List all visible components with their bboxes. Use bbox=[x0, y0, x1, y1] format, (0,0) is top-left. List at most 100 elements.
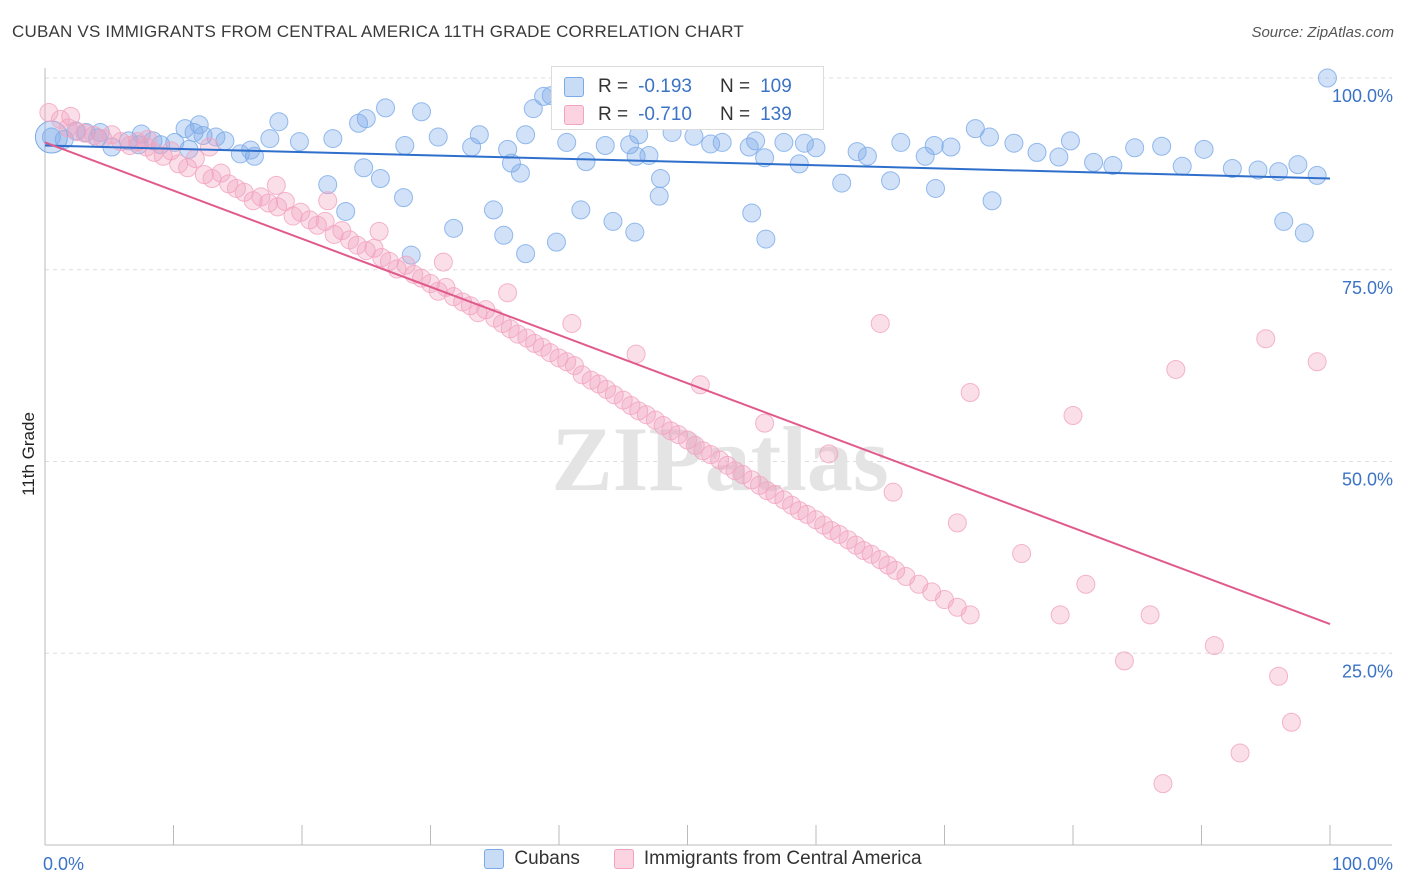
point-cuban bbox=[444, 218, 464, 238]
point-immigrant bbox=[251, 187, 271, 207]
point-immigrant bbox=[498, 283, 518, 303]
point-cuban bbox=[428, 127, 448, 147]
point-immigrant bbox=[266, 175, 286, 195]
point-immigrant bbox=[1063, 405, 1083, 425]
stats-n-value: 109 bbox=[760, 76, 792, 97]
y-tick-label: 50.0% bbox=[1342, 470, 1393, 490]
point-immigrant bbox=[1204, 636, 1224, 656]
point-cuban bbox=[1027, 142, 1047, 162]
point-cuban bbox=[395, 135, 415, 155]
point-cuban bbox=[1194, 139, 1214, 159]
stats-r-value: -0.193 bbox=[638, 76, 692, 97]
point-immigrant bbox=[604, 385, 624, 405]
point-immigrant bbox=[39, 103, 59, 123]
stats-r-value: -0.710 bbox=[638, 104, 692, 125]
point-immigrant bbox=[819, 444, 839, 464]
point-immigrant bbox=[1256, 329, 1276, 349]
point-immigrant bbox=[1230, 743, 1250, 763]
point-cuban bbox=[546, 232, 566, 252]
point-cuban bbox=[1060, 131, 1080, 151]
trend-line-immigrants bbox=[44, 141, 1331, 626]
point-cuban bbox=[982, 191, 1002, 211]
point-immigrant bbox=[138, 129, 158, 149]
point-immigrant bbox=[347, 235, 367, 255]
point-immigrant bbox=[211, 163, 231, 183]
legend-label: Cubans bbox=[514, 848, 580, 869]
point-immigrant bbox=[1114, 651, 1134, 671]
point-cuban bbox=[1294, 223, 1314, 243]
point-cuban bbox=[712, 132, 732, 152]
point-immigrant bbox=[275, 191, 295, 211]
source-label: Source: ZipAtlas.com bbox=[1251, 24, 1394, 41]
axes bbox=[44, 68, 1392, 846]
point-cuban bbox=[494, 225, 514, 245]
x-tick-label: 100.0% bbox=[1332, 854, 1393, 874]
point-cuban bbox=[1004, 133, 1024, 153]
point-cuban bbox=[756, 229, 776, 249]
point-cuban bbox=[370, 168, 390, 188]
point-cuban bbox=[941, 137, 961, 157]
point-immigrant bbox=[1012, 544, 1032, 564]
point-cuban bbox=[462, 137, 482, 157]
stats-swatch-blue bbox=[564, 77, 584, 97]
point-immigrant bbox=[669, 425, 689, 445]
point-cuban bbox=[857, 146, 877, 166]
legend-swatch-pink bbox=[613, 849, 634, 869]
point-cuban bbox=[289, 132, 309, 152]
point-cuban bbox=[965, 119, 985, 139]
point-cuban bbox=[651, 168, 671, 188]
point-immigrant bbox=[572, 365, 592, 385]
point-cuban bbox=[926, 178, 946, 198]
legend-label: Immigrants from Central America bbox=[643, 848, 922, 869]
point-immigrant bbox=[701, 445, 721, 465]
stats-r-label: R = bbox=[598, 104, 629, 125]
point-cuban bbox=[1152, 136, 1172, 156]
point-cuban bbox=[1103, 155, 1123, 175]
point-immigrant bbox=[1140, 605, 1160, 625]
point-immigrant bbox=[1076, 574, 1096, 594]
point-immigrant bbox=[318, 191, 338, 211]
legend-swatch-blue bbox=[484, 849, 505, 869]
point-cuban bbox=[1049, 147, 1069, 167]
point-cuban bbox=[1274, 211, 1294, 231]
stats-row-immigrants: R = -0.710 N = 139 bbox=[564, 101, 792, 129]
legend-item-cubans[interactable]: Cubans bbox=[484, 848, 580, 870]
point-immigrant bbox=[1166, 359, 1186, 379]
point-immigrant bbox=[960, 605, 980, 625]
point-immigrant bbox=[626, 344, 646, 364]
legend-item-immigrants[interactable]: Immigrants from Central America bbox=[613, 848, 922, 870]
point-cuban bbox=[847, 142, 867, 162]
point-cuban bbox=[189, 115, 209, 135]
y-tick-label: 75.0% bbox=[1342, 278, 1393, 298]
point-immigrant bbox=[886, 560, 906, 580]
point-cuban bbox=[1125, 138, 1145, 158]
point-cuban bbox=[269, 112, 289, 132]
watermark: ZIPatlas bbox=[551, 408, 888, 510]
point-immigrant bbox=[1307, 352, 1327, 372]
point-cuban bbox=[806, 138, 826, 158]
stats-r-label: R = bbox=[598, 76, 629, 97]
point-cuban bbox=[356, 109, 376, 129]
point-cuban bbox=[516, 244, 536, 264]
point-cuban bbox=[323, 129, 343, 149]
point-cuban bbox=[557, 132, 577, 152]
point-cuban bbox=[626, 146, 646, 166]
stats-row-cubans: R = -0.193 N = 109 bbox=[564, 73, 792, 101]
point-cuban bbox=[979, 127, 999, 147]
point-cuban bbox=[595, 135, 615, 155]
point-cuban bbox=[376, 98, 396, 118]
x-tick-label: 0.0% bbox=[43, 854, 84, 874]
point-immigrant bbox=[433, 252, 453, 272]
point-cuban bbox=[1317, 68, 1337, 88]
point-cuban bbox=[1222, 159, 1242, 179]
point-cuban bbox=[832, 173, 852, 193]
point-immigrant bbox=[61, 106, 81, 126]
point-cuban bbox=[1307, 165, 1327, 185]
stats-swatch-pink bbox=[564, 105, 584, 125]
point-immigrant bbox=[636, 405, 656, 425]
point-immigrant bbox=[315, 211, 335, 231]
point-immigrant bbox=[562, 313, 582, 333]
point-immigrant bbox=[1281, 712, 1301, 732]
chart-title: CUBAN VS IMMIGRANTS FROM CENTRAL AMERICA… bbox=[12, 22, 744, 41]
point-cuban bbox=[924, 135, 944, 155]
